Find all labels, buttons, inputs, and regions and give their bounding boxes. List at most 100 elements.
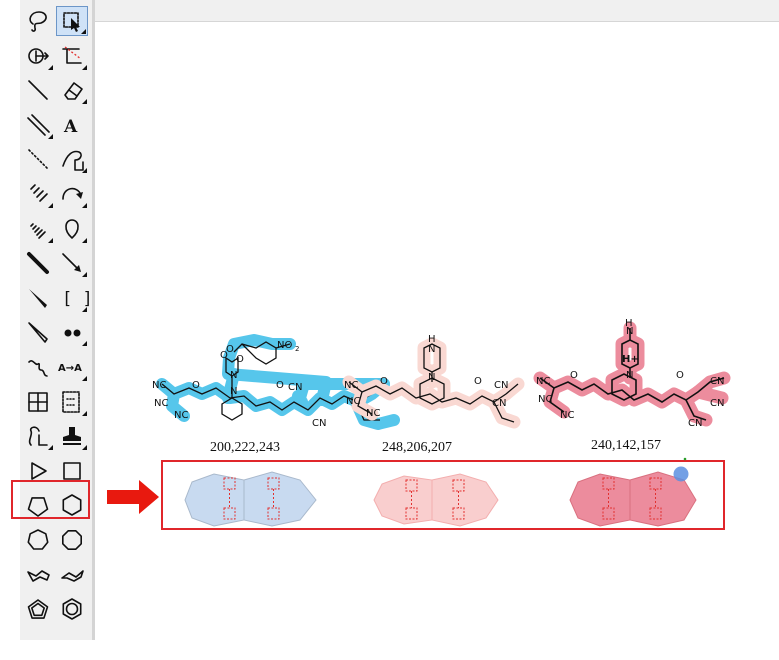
hashed-wedge-icon (30, 222, 46, 239)
tool-bond-dashed[interactable] (56, 41, 88, 71)
tool-octagon[interactable] (56, 525, 88, 555)
tool-arc-arrow[interactable] (56, 179, 88, 209)
svg-text:NC: NC (154, 398, 168, 409)
tool-select[interactable] (56, 6, 88, 36)
anchor-dot (683, 457, 687, 461)
flyout-indicator (82, 168, 87, 174)
svg-text:CN: CN (494, 380, 508, 391)
svg-text:N: N (626, 326, 633, 337)
svg-text:NO: NO (277, 340, 292, 351)
svg-text:CN: CN (492, 398, 506, 409)
tool-query[interactable] (22, 421, 54, 451)
tool-bold-bond[interactable] (22, 248, 54, 278)
table-icon (28, 391, 48, 412)
shape-pink[interactable] (373, 473, 499, 527)
lasso-icon (29, 11, 47, 32)
flyout-indicator (82, 341, 87, 347)
tool-benzene[interactable] (56, 594, 88, 624)
svg-text:H: H (428, 334, 436, 345)
tool-rectangle[interactable] (56, 456, 88, 486)
arc-arrow-icon (62, 187, 83, 200)
bold-bond-icon (27, 252, 49, 275)
svg-text:CN: CN (312, 418, 326, 429)
tool-eraser[interactable] (56, 75, 88, 105)
molecule-2[interactable]: NC NC NC CN CN O O N N H (342, 334, 525, 429)
tool-heptagon[interactable] (22, 525, 54, 555)
shape-rose[interactable] (569, 471, 697, 527)
tool-pen[interactable] (56, 144, 88, 174)
tool-line[interactable] (22, 75, 54, 105)
svg-text:N: N (626, 370, 633, 381)
tool-table[interactable] (22, 387, 54, 417)
orbital-icon (65, 218, 79, 239)
top-ruler (94, 0, 779, 22)
tool-orbital[interactable] (56, 214, 88, 244)
eraser-icon (64, 82, 83, 100)
pentagon-icon (27, 497, 49, 518)
molecule-1-caption: 200,222,243 (210, 440, 280, 455)
cyclopentadiene-icon (27, 599, 49, 620)
tool-hollow-wedge[interactable] (22, 317, 54, 347)
mass-fragment-icon (28, 47, 49, 64)
octagon-icon (61, 529, 83, 551)
tool-wavy-bond[interactable] (22, 352, 54, 382)
svg-text:A→A: A→A (58, 363, 82, 374)
svg-text:O: O (192, 380, 200, 391)
tool-hash-bond[interactable] (22, 179, 54, 209)
svg-text:N: N (230, 386, 237, 397)
electron-pair-icon (64, 329, 81, 337)
svg-text:N: N (428, 344, 435, 355)
query-icon (28, 426, 48, 446)
ring-tools-highlight (11, 480, 90, 519)
tool-hexagon[interactable] (56, 490, 88, 520)
tool-text[interactable]: A (56, 110, 88, 140)
atom-map-icon: A→A (58, 363, 82, 374)
svg-text:NC: NC (344, 380, 358, 391)
svg-text:NC: NC (536, 376, 550, 387)
tool-arrow[interactable] (56, 248, 88, 278)
flyout-indicator (82, 203, 87, 208)
tool-tlc-plate[interactable] (56, 387, 88, 417)
tool-mass-fragment[interactable] (22, 41, 54, 71)
hash-bond-icon (30, 184, 48, 202)
arrow-icon (62, 253, 81, 273)
rotate-handle[interactable] (673, 466, 689, 482)
rectangle-icon (63, 461, 81, 480)
stamp-icon (63, 427, 81, 446)
svg-text:A: A (63, 117, 78, 137)
marquee-select-icon (63, 12, 80, 32)
tool-dotted-bond[interactable] (22, 144, 54, 174)
tool-electrons[interactable] (56, 317, 88, 347)
tool-double-bond[interactable] (22, 110, 54, 140)
flyout-indicator (82, 237, 87, 243)
tool-play[interactable] (22, 456, 54, 486)
svg-text:O: O (226, 344, 234, 355)
tool-chair-1[interactable] (22, 560, 54, 590)
flyout-indicator (48, 64, 53, 70)
molecule-2-caption: 248,206,207 (382, 440, 452, 455)
tool-wedge[interactable] (22, 283, 54, 313)
tool-chair-2[interactable] (56, 560, 88, 590)
benzene-icon (62, 598, 82, 620)
tool-atom-map[interactable]: A→A (56, 352, 88, 382)
svg-text:O: O (276, 380, 284, 391)
tool-lasso[interactable] (22, 6, 54, 36)
tool-stamp[interactable] (56, 421, 88, 451)
brackets-icon: [ ] (62, 289, 93, 309)
flyout-indicator (82, 445, 87, 451)
flyout-indicator (82, 64, 87, 70)
tool-pentagon[interactable] (22, 490, 54, 520)
drawing-canvas[interactable]: NC NC NC CN CN NO 2 O O O O N N O 200,222… (94, 22, 779, 656)
svg-text:NC: NC (560, 410, 574, 421)
svg-text:NC: NC (152, 380, 166, 391)
shape-blue[interactable] (184, 471, 317, 527)
svg-text:CN: CN (710, 376, 724, 387)
eraser-line-icon (62, 46, 82, 64)
tool-cyclopentadiene[interactable] (22, 594, 54, 624)
molecule-3[interactable]: NC NC NC CN CN CN O O N N H H+ (533, 318, 731, 429)
tool-hashed-wedge[interactable] (22, 214, 54, 244)
wedge-icon (29, 288, 47, 308)
tool-brackets[interactable]: [ ] (56, 283, 93, 313)
molecule-1[interactable]: NC NC NC CN CN NO 2 O O O O N N O (152, 334, 400, 430)
svg-text:NC: NC (366, 408, 380, 419)
